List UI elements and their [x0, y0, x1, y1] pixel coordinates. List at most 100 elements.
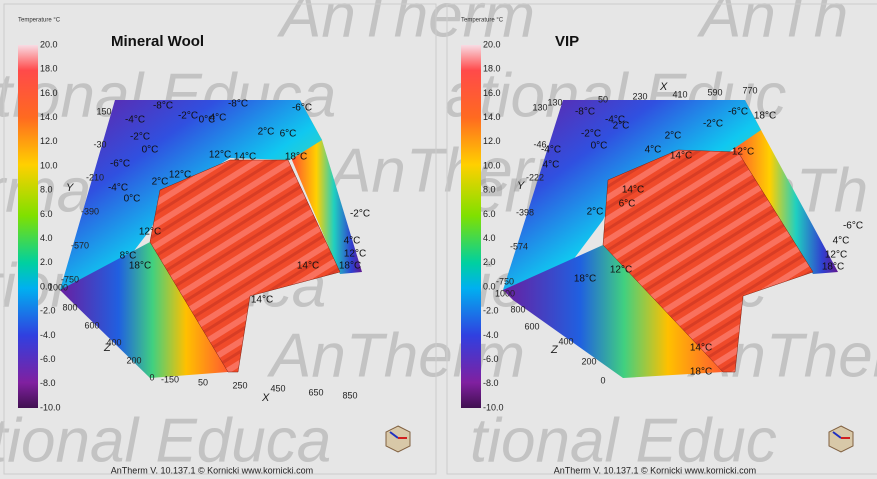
contour-label: 12°C	[610, 265, 632, 276]
z-tick-label: 800	[62, 302, 77, 312]
contour-label: -8°C	[228, 99, 248, 110]
colorbar-tick: -2.0	[40, 306, 56, 316]
colorbar-tick: 12.0	[40, 136, 58, 146]
y-tick-label: -750	[496, 276, 514, 286]
contour-label: -6°C	[292, 103, 312, 114]
y-tick-label: -30	[93, 139, 106, 149]
colorbar-tick: 16.0	[483, 88, 501, 98]
panel-title: VIP	[555, 33, 579, 50]
x-tick-label: 590	[707, 87, 722, 97]
colorbar-tick: -8.0	[483, 378, 499, 388]
contour-label: 2°C	[152, 177, 169, 188]
contour-label: 2°C	[665, 131, 682, 142]
contour-label: 6°C	[619, 199, 636, 210]
contour-label: 12°C	[169, 170, 191, 181]
z-tick-label: 1000	[495, 288, 515, 298]
contour-label: -4°C	[125, 115, 145, 126]
screenshot: tional EducaAnThermermal EducaAnThermtio…	[0, 0, 877, 479]
x-axis-label: X	[659, 81, 668, 93]
x-tick-label: 230	[632, 91, 647, 101]
colorbar-tick: 4.0	[483, 233, 496, 243]
contour-label: -2°C	[178, 111, 198, 122]
y-tick-label: -390	[81, 206, 99, 216]
y-tick-label: -398	[516, 207, 534, 217]
y-tick-label: -222	[526, 172, 544, 182]
z-tick-label: 600	[84, 320, 99, 330]
z-tick-label: 0	[600, 375, 605, 385]
colorbar-tick: 14.0	[40, 112, 58, 122]
contour-label: 4°C	[344, 236, 361, 247]
contour-label: 12°C	[209, 150, 231, 161]
watermark: AnTh	[696, 0, 848, 50]
colorbar-tick: 6.0	[40, 209, 53, 219]
z-axis-label: Z	[550, 344, 559, 356]
colorbar-tick: 0.0	[483, 281, 496, 291]
z-axis-label: Z	[103, 342, 112, 354]
contour-label: -2°C	[350, 209, 370, 220]
x-tick-label: -150	[161, 374, 179, 384]
contour-label: 2°C	[613, 121, 630, 132]
x-tick-label: 410	[672, 89, 687, 99]
x-tick-label: 250	[232, 380, 247, 390]
z-tick-label: 600	[524, 321, 539, 331]
contour-label: 0°C	[591, 141, 608, 152]
contour-label: 18°C	[339, 261, 361, 272]
contour-label: -4°C	[108, 183, 128, 194]
colorbar-tick: 2.0	[483, 257, 496, 267]
colorbar-tick: 12.0	[483, 136, 501, 146]
contour-label: 18°C	[690, 367, 712, 378]
colorbar-tick: 6.0	[483, 209, 496, 219]
contour-label: 18°C	[754, 111, 776, 122]
colorbar-tick: -2.0	[483, 306, 499, 316]
x-tick-label: 130	[547, 97, 562, 107]
y-tick-label: -210	[86, 172, 104, 182]
contour-label: 18°C	[129, 261, 151, 272]
footer: AnTherm V. 10.137.1 © Kornicki www.korni…	[554, 465, 756, 475]
z-tick-label: 1000	[48, 282, 68, 292]
contour-label: 14°C	[297, 261, 319, 272]
colorbar-tick: -4.0	[40, 330, 56, 340]
contour-label: -6°C	[728, 107, 748, 118]
contour-label: -6°C	[843, 221, 863, 232]
contour-label: -8°C	[575, 107, 595, 118]
contour-label: 4°C	[210, 113, 227, 124]
orientation-cube	[829, 426, 853, 452]
contour-label: 12°C	[139, 227, 161, 238]
contour-label: 14°C	[690, 343, 712, 354]
colorbar-tick: 18.0	[483, 64, 501, 74]
contour-label: 14°C	[622, 185, 644, 196]
colorbar-tick: 10.0	[483, 160, 501, 170]
contour-label: 0°C	[142, 145, 159, 156]
x-tick-label: 650	[308, 387, 323, 397]
y-tick-label: -570	[71, 240, 89, 250]
colorbar-tick: -6.0	[483, 354, 499, 364]
x-tick-label: 450	[270, 383, 285, 393]
contour-label: 12°C	[825, 250, 847, 261]
z-tick-label: 400	[558, 336, 573, 346]
colorbar-tick: 18.0	[40, 64, 58, 74]
contour-label: -2°C	[130, 132, 150, 143]
colorbar-tick: -4.0	[483, 330, 499, 340]
z-tick-label: 200	[581, 356, 596, 366]
footer: AnTherm V. 10.137.1 © Kornicki www.korni…	[111, 465, 313, 475]
contour-label: 2°C	[258, 127, 275, 138]
contour-label: 2°C	[587, 207, 604, 218]
colorbar-tick: 8.0	[483, 185, 496, 195]
colorbar	[461, 45, 481, 408]
colorbar-tick: 10.0	[40, 160, 58, 170]
contour-label: 12°C	[732, 147, 754, 158]
colorbar-tick: 4.0	[40, 233, 53, 243]
colorbar-tick: 20.0	[483, 39, 501, 49]
colorbar-tick: 20.0	[40, 39, 58, 49]
x-axis-label: X	[261, 392, 270, 404]
contour-label: 14°C	[234, 152, 256, 163]
x-tick-label: 850	[342, 390, 357, 400]
colorbar-title: Temperature °C	[18, 18, 61, 24]
x-tick-label: 50	[598, 94, 608, 104]
contour-label: 4°C	[543, 160, 560, 171]
colorbar-tick: 16.0	[40, 88, 58, 98]
contour-label: 18°C	[574, 274, 596, 285]
contour-label: 14°C	[251, 295, 273, 306]
contour-label: 4°C	[833, 236, 850, 247]
contour-label: -2°C	[581, 129, 601, 140]
